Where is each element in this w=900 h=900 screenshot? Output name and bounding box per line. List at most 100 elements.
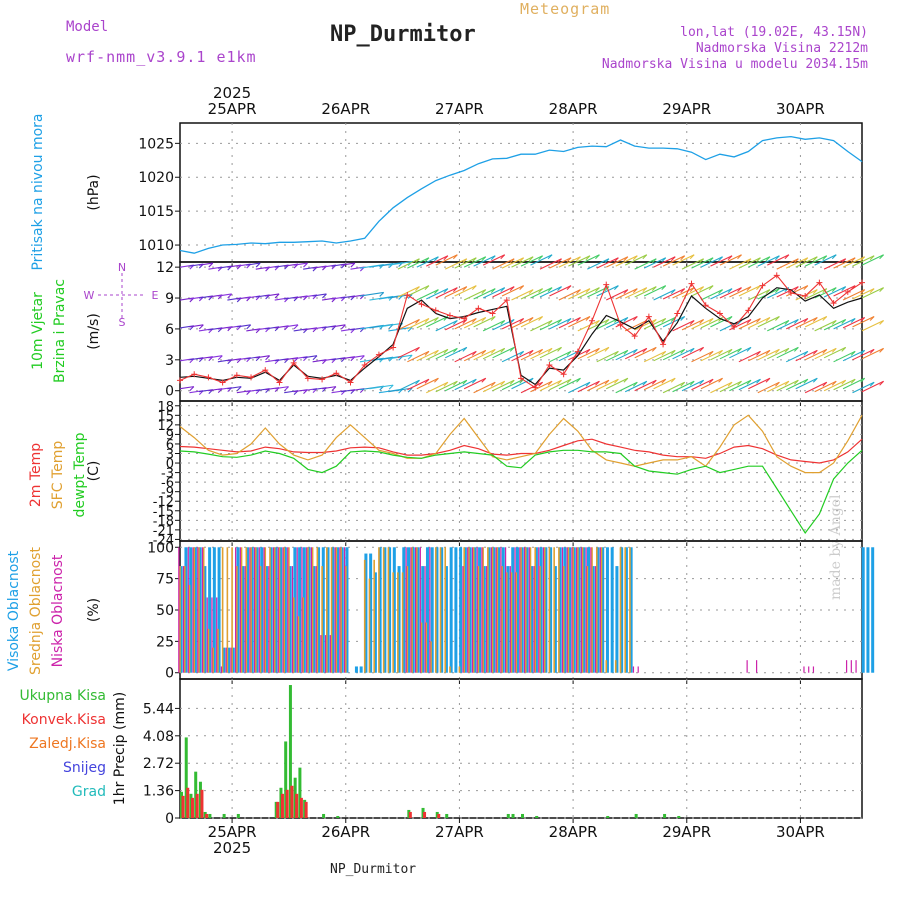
wind-barb-feather <box>651 319 657 324</box>
pressure-ylabel: Pritisak na nivou mora <box>30 113 46 270</box>
wind-barb-feather <box>443 288 449 293</box>
wind-barb-feather <box>727 255 733 261</box>
cloud-bar-2 <box>253 547 256 673</box>
wind-barb-feather <box>595 347 600 353</box>
cloud-bar-1 <box>629 547 631 673</box>
cloud-bar-1 <box>278 547 281 673</box>
cloud-bar-0 <box>515 547 519 673</box>
wind-barb-feather <box>632 255 638 261</box>
wind-barb-feather <box>841 319 847 324</box>
cloud-bar-0 <box>373 572 377 673</box>
wind-barb <box>643 285 666 297</box>
wind-barb-feather <box>566 257 572 263</box>
wind-barb <box>861 287 884 299</box>
wind-barb-feather <box>632 288 638 293</box>
wind-barb <box>331 324 346 328</box>
wind-barb <box>407 257 430 269</box>
cloud-bar-2 <box>277 547 279 673</box>
cloud-ylabel-2: Srednja Oblacnost <box>28 547 44 675</box>
wind-barb-feather <box>265 355 271 361</box>
wind-barb-feather <box>604 319 610 324</box>
cloud-bar-0 <box>449 547 453 673</box>
wind-barb <box>643 378 666 391</box>
cloud-bar-1 <box>259 566 262 673</box>
wind-barb <box>852 255 875 267</box>
wind-barb <box>804 288 828 300</box>
wind-barb-feather <box>699 379 705 385</box>
cloud-bar-1 <box>520 547 522 673</box>
wind-barb-feather <box>737 380 742 386</box>
wind-barb-feather <box>557 286 562 291</box>
y-tick-label-clouds: 0 <box>165 666 174 682</box>
wind-barb-feather <box>642 287 648 292</box>
wind-barb-feather <box>651 346 657 352</box>
cloud-bar-1 <box>529 547 532 673</box>
cloud-bar-0 <box>227 647 231 673</box>
wind-barb <box>501 378 524 391</box>
wind-barb <box>634 346 657 359</box>
cloud-bar-0 <box>563 547 567 673</box>
wind-barb <box>852 348 875 361</box>
wind-barb <box>861 319 884 332</box>
cloud-bar-0 <box>596 547 600 673</box>
cloud-bar-0 <box>378 547 382 673</box>
wind-barb-feather <box>519 257 525 263</box>
wind-barb-feather <box>718 377 723 383</box>
cloud-bar-2 <box>320 635 322 673</box>
cloud-bar-1 <box>581 547 584 673</box>
precip-bar-0 <box>521 813 524 818</box>
wind-barb-feather <box>500 254 506 260</box>
wind-gust-point <box>475 305 482 312</box>
wind-barb-feather <box>303 262 308 268</box>
wind-barb-feather <box>756 350 761 356</box>
wind-barb-feather <box>822 255 828 261</box>
wind-barb-feather <box>500 320 506 325</box>
wind-barb-feather <box>632 381 638 387</box>
wind-barb <box>804 255 828 267</box>
wind-barb-feather <box>689 287 695 292</box>
wind-barb-feather <box>481 317 487 322</box>
cloud-bar-0 <box>269 547 273 673</box>
wind-barb-feather <box>407 387 413 393</box>
wind-barb <box>748 377 771 390</box>
wind-barb-feather <box>424 350 430 356</box>
wind-barb-feather <box>860 317 866 322</box>
wind-barb-feather <box>756 257 761 263</box>
wind-barb <box>842 316 865 329</box>
wind-barb <box>814 380 837 393</box>
cloud-bar-0 <box>497 547 501 673</box>
wind-barb-feather <box>765 377 771 383</box>
cloud-bar-1 <box>411 547 413 673</box>
cloud-bar-0 <box>260 547 264 673</box>
cloud-bar-2 <box>201 547 204 673</box>
cloud-bar-2 <box>405 547 407 673</box>
wind-barb <box>861 347 884 360</box>
wind-barb-feather <box>284 386 289 392</box>
wind-barb <box>246 262 261 266</box>
wind-barb-feather <box>812 317 818 322</box>
cloud-bar-0 <box>274 547 278 673</box>
wind-barb <box>634 258 657 270</box>
wind-gust-point <box>731 323 738 330</box>
wind-barb-feather <box>500 380 506 386</box>
wind-barb <box>662 288 685 300</box>
wind-barb <box>378 322 403 328</box>
wind-barb-feather <box>661 350 667 356</box>
wind-gust-point <box>859 279 865 286</box>
cloud-bar-1 <box>472 547 475 673</box>
elevation-label: Nadmorska Visina 2212m <box>695 41 868 56</box>
cloud-bar-0 <box>236 547 240 673</box>
wind-barb-feather <box>746 379 752 385</box>
y-tick-label-wind: 9 <box>165 291 174 307</box>
cloud-bar-1 <box>425 622 428 673</box>
wind-barb <box>719 254 742 266</box>
wind-barb-feather <box>803 350 809 356</box>
unit-label-precip: 1hr Precip (mm) <box>112 692 128 805</box>
cloud-bar-1 <box>430 641 432 673</box>
cloud-bar-2 <box>429 547 431 673</box>
wind-barb <box>511 377 534 390</box>
wind-barb <box>312 293 327 297</box>
cloud-bar-1 <box>624 547 626 673</box>
wind-barb <box>615 381 638 394</box>
